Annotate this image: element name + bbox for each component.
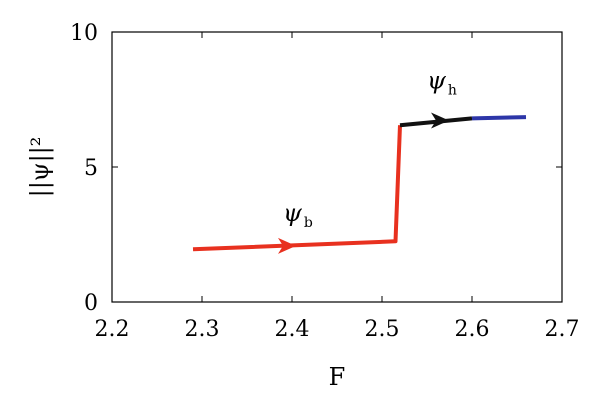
y-tick-label: 0 <box>84 291 98 316</box>
series-group <box>192 115 527 252</box>
annotation-symbol: ψ <box>283 199 303 227</box>
y-tick-label: 10 <box>70 21 98 46</box>
y-tick-label: 5 <box>84 156 98 181</box>
plot-frame <box>111 31 563 303</box>
annotation-group: ψ bψ h <box>283 67 457 231</box>
annotation-subscript: h <box>448 83 457 99</box>
x-tick-label: 2.2 <box>95 317 130 342</box>
series-line-3 <box>471 115 527 121</box>
x-tick-label: 2.7 <box>545 317 580 342</box>
x-tick-label: 2.5 <box>365 317 400 342</box>
direction-arrow-2 <box>431 112 449 129</box>
x-tick-label: 2.4 <box>275 317 310 342</box>
ticks: 2.2 2.3 2.4 2.5 2.6 2.7 0 5 10 <box>70 21 580 342</box>
annotation-symbol: ψ <box>427 67 447 95</box>
y-axis-label: ||ψ||² <box>26 137 55 198</box>
arrow-group <box>278 112 449 254</box>
annotation-subscript: b <box>304 215 313 231</box>
series-line-1 <box>192 125 402 252</box>
x-tick-label: 2.6 <box>455 317 490 342</box>
direction-arrow-1 <box>278 237 296 254</box>
x-tick-label: 2.3 <box>185 317 220 342</box>
x-axis-label: F <box>329 363 346 391</box>
